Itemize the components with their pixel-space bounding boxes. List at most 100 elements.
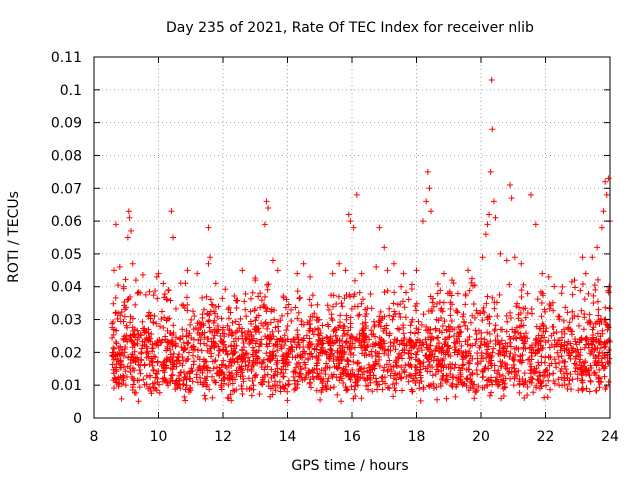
data-point [448, 318, 455, 325]
data-point [590, 299, 597, 306]
data-point [376, 363, 383, 370]
data-point [330, 384, 337, 391]
data-point [324, 334, 331, 341]
data-point [172, 386, 179, 393]
data-point [440, 299, 447, 306]
data-point [582, 270, 589, 277]
data-point [464, 326, 471, 333]
data-point [177, 280, 184, 287]
data-point [205, 260, 212, 267]
data-point [197, 340, 204, 347]
data-point [214, 313, 221, 320]
data-point [448, 301, 455, 308]
data-point [457, 367, 464, 374]
data-point [228, 397, 235, 404]
data-point [451, 339, 458, 346]
data-point [490, 198, 497, 205]
data-point [378, 374, 385, 381]
data-point [523, 330, 530, 337]
data-point [550, 370, 557, 377]
data-point [309, 369, 316, 376]
data-point [522, 314, 529, 321]
data-point [167, 297, 174, 304]
data-point [489, 294, 496, 301]
data-point [210, 319, 217, 326]
data-point [350, 224, 357, 231]
data-point [373, 264, 380, 271]
data-point [231, 359, 238, 366]
data-point [164, 343, 171, 350]
data-point [438, 376, 445, 383]
data-point [311, 310, 318, 317]
data-point [336, 360, 343, 367]
data-point [136, 377, 143, 384]
data-point [341, 330, 348, 337]
data-point [172, 334, 179, 341]
data-point [242, 335, 249, 342]
data-point [483, 342, 490, 349]
data-point [252, 317, 259, 324]
data-point [462, 291, 469, 298]
data-point [327, 342, 334, 349]
data-point [209, 394, 216, 401]
data-point [159, 308, 166, 315]
data-point [247, 329, 254, 336]
data-point [109, 352, 116, 359]
data-point [342, 384, 349, 391]
data-point [346, 373, 353, 380]
data-point [110, 384, 117, 391]
data-point [225, 362, 232, 369]
data-point [391, 289, 398, 296]
data-point [122, 276, 129, 283]
data-point [452, 346, 459, 353]
data-point [121, 333, 128, 340]
data-point [591, 282, 598, 289]
data-point [355, 337, 362, 344]
data-point [261, 366, 268, 373]
data-point [221, 374, 228, 381]
data-point [300, 260, 307, 267]
data-point [498, 363, 505, 370]
data-point [178, 344, 185, 351]
data-point [314, 370, 321, 377]
data-point [350, 293, 357, 300]
data-point [484, 382, 491, 389]
data-point [384, 384, 391, 391]
data-point [517, 309, 524, 316]
data-point [356, 311, 363, 318]
data-point [445, 323, 452, 330]
data-point [544, 394, 551, 401]
data-point [435, 356, 442, 363]
data-point [389, 316, 396, 323]
data-point [288, 306, 295, 313]
data-point [352, 383, 359, 390]
data-point [407, 329, 414, 336]
data-point [253, 314, 260, 321]
data-point [355, 359, 362, 366]
data-point [581, 296, 588, 303]
data-point [180, 368, 187, 375]
data-point [145, 313, 152, 320]
data-point [184, 301, 191, 308]
data-point [524, 335, 531, 342]
data-point [436, 360, 443, 367]
data-point [315, 373, 322, 380]
data-point [188, 316, 195, 323]
y-tick-label: 0.11 [51, 50, 82, 66]
data-point [278, 312, 285, 319]
data-point [351, 344, 358, 351]
data-point [433, 316, 440, 323]
data-point [295, 359, 302, 366]
data-point [274, 341, 281, 348]
data-point [266, 340, 273, 347]
data-point [548, 360, 555, 367]
data-point [590, 370, 597, 377]
data-point [399, 355, 406, 362]
data-point [343, 338, 350, 345]
data-point [455, 375, 462, 382]
data-point [446, 288, 453, 295]
data-point [210, 365, 217, 372]
data-point [308, 350, 315, 357]
data-point [577, 346, 584, 353]
data-point [492, 214, 499, 221]
